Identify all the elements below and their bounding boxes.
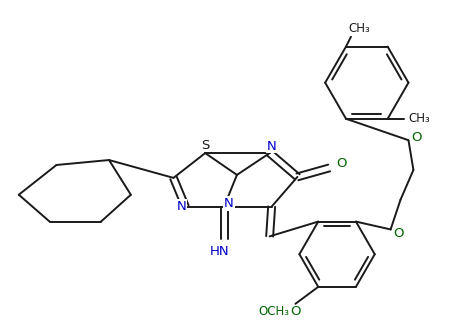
Text: O: O bbox=[336, 157, 346, 169]
Text: CH₃: CH₃ bbox=[409, 112, 430, 125]
Text: CH₃: CH₃ bbox=[348, 22, 370, 35]
Text: OCH₃: OCH₃ bbox=[258, 305, 289, 318]
Text: S: S bbox=[201, 139, 209, 152]
Text: N: N bbox=[267, 140, 277, 153]
Text: O: O bbox=[290, 305, 301, 318]
Text: N: N bbox=[176, 200, 186, 213]
Text: N: N bbox=[224, 197, 234, 210]
Text: HN: HN bbox=[209, 245, 229, 258]
Text: O: O bbox=[411, 131, 422, 144]
Text: O: O bbox=[393, 227, 404, 240]
